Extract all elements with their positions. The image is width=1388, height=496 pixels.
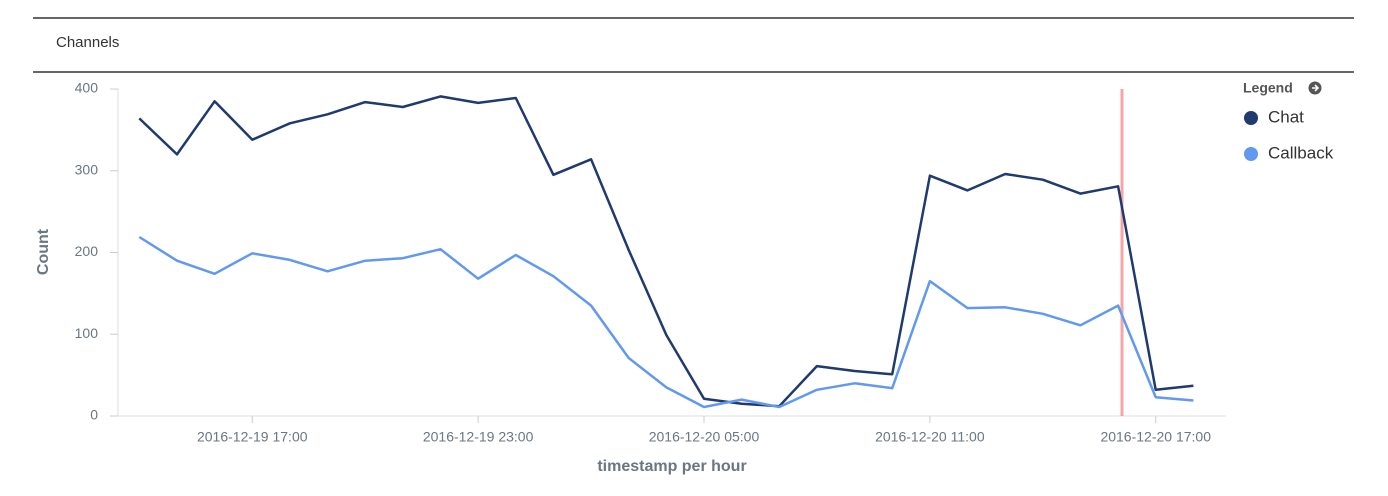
legend-title[interactable]: Legend [1243,80,1293,96]
series-line [138,235,1194,409]
x-tick-label: 2016-12-19 17:00 [197,429,308,445]
y-tick-label: 400 [75,80,99,96]
y-tick-label: 0 [90,407,98,423]
legend-icon[interactable] [1308,81,1322,95]
x-axis-label: timestamp per hour [597,458,746,475]
legend-label[interactable]: Callback [1268,143,1334,162]
x-tick-label: 2016-12-20 17:00 [1100,429,1211,445]
y-axis-label: Count [35,228,52,275]
legend-swatch[interactable] [1244,111,1258,125]
series-line [138,95,1194,408]
y-tick-label: 100 [75,325,99,341]
x-tick-label: 2016-12-20 11:00 [875,429,985,445]
x-tick-label: 2016-12-19 23:00 [423,429,534,445]
legend-swatch[interactable] [1244,147,1258,161]
x-tick-label: 2016-12-20 05:00 [649,429,760,445]
panel-title: Channels [56,34,119,51]
legend-label[interactable]: Chat [1268,107,1304,126]
y-tick-label: 300 [75,161,99,177]
y-tick-label: 200 [75,243,99,259]
